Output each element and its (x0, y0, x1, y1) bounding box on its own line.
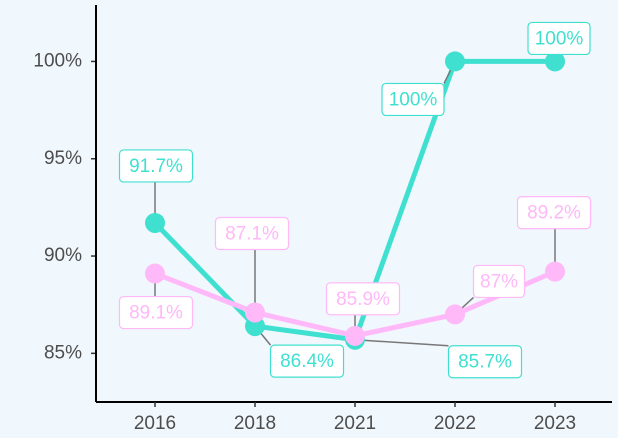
label-box (214, 216, 290, 251)
x-tick-label: 2018 (234, 413, 276, 434)
point (545, 51, 565, 72)
data-label: 85.7% (458, 352, 512, 373)
label-box (381, 82, 445, 117)
label-box (269, 344, 345, 378)
label-box (516, 196, 592, 230)
data-label: 89.2% (527, 203, 581, 224)
x-tick-label: 2016 (134, 413, 176, 434)
point (445, 304, 465, 325)
data-label: 86.4% (280, 351, 334, 372)
x-tick-label: 2021 (334, 413, 376, 434)
label-box (527, 21, 591, 56)
point (545, 261, 565, 282)
label-box (118, 149, 194, 183)
data-label: 100% (535, 28, 584, 49)
point (445, 51, 465, 72)
data-label: 85.9% (336, 289, 390, 310)
data-label: 89.1% (129, 303, 183, 324)
data-label: 87% (480, 271, 518, 292)
data-label: 87.1% (225, 223, 279, 244)
point (145, 263, 165, 284)
y-tick-label: 85% (44, 342, 82, 363)
x-tick-label: 2023 (534, 413, 576, 434)
label-box (447, 345, 523, 379)
leader-line (354, 338, 449, 347)
y-tick-label: 90% (44, 245, 82, 266)
data-label: 100% (389, 89, 438, 110)
x-tick-label: 2022 (434, 413, 476, 434)
label-box (472, 264, 526, 299)
label-box (118, 295, 194, 330)
point (345, 325, 365, 346)
point (245, 302, 265, 323)
y-tick-label: 95% (44, 148, 82, 169)
label-box (325, 282, 401, 316)
data-label: 91.7% (129, 156, 183, 177)
y-tick-label: 100% (33, 50, 82, 71)
point (145, 212, 165, 233)
